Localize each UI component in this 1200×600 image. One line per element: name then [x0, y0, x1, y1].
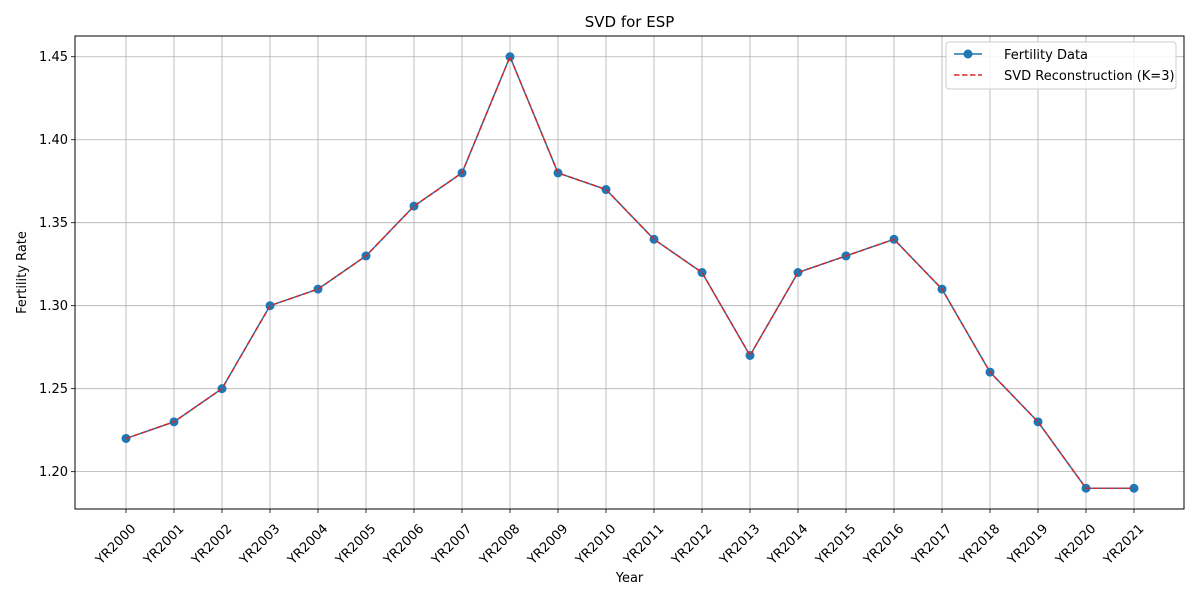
data-point-fertility-data	[697, 268, 707, 277]
y-axis-title: Fertility Rate	[15, 231, 30, 314]
legend-item-svd-reconstruction: SVD Reconstruction (K=3)	[954, 69, 1175, 84]
plot-frame	[74, 35, 1185, 510]
legend-swatch-marker	[963, 49, 973, 59]
legend-item-fertility-data: Fertility Data	[954, 48, 1088, 63]
legend-box	[945, 41, 1177, 90]
chart-title: SVD for ESP	[585, 13, 675, 31]
y-tick-label: 1.20	[39, 465, 68, 480]
y-tick-label: 1.45	[39, 50, 68, 65]
data-point-fertility-data	[313, 284, 323, 294]
x-axis-title: Year	[615, 571, 644, 586]
y-tick-label: 1.35	[39, 216, 68, 231]
y-tick-label: 1.40	[39, 133, 68, 148]
data-point-fertility-data	[793, 268, 803, 277]
legend-label-svd-reconstruction: SVD Reconstruction (K=3)	[1004, 69, 1175, 84]
series-layer	[121, 52, 1139, 493]
y-tick-label: 1.25	[39, 382, 68, 397]
data-point-fertility-data	[745, 350, 755, 360]
data-point-fertility-data	[505, 52, 515, 62]
y-tick-label: 1.30	[39, 299, 68, 314]
legend: Fertility Data SVD Reconstruction (K=3)	[945, 41, 1177, 90]
y-axis: 1.20 1.25 1.30 1.35 1.40 1.45	[39, 50, 75, 480]
series-line-svd-reconstruction	[125, 55, 1134, 490]
legend-label-fertility-data: Fertility Data	[1004, 48, 1088, 63]
